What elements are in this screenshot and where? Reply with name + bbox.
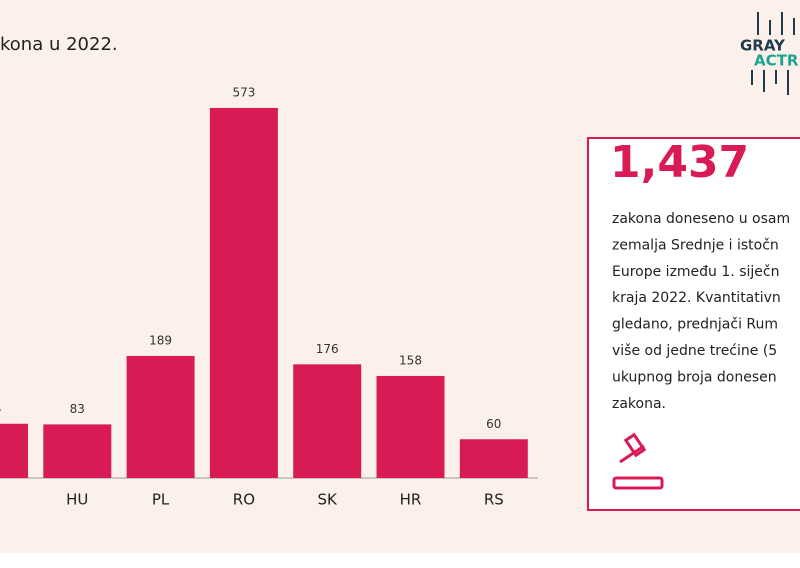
info-panel [587,137,800,511]
value-label: 176 [316,342,339,356]
panel-text: ukupnog broja donesen [612,369,777,385]
bar [126,355,195,478]
value-label: 60 [486,417,501,431]
panel-text: zakona. [612,396,666,412]
panel-text: kraja 2022. Kvantitativn [612,290,781,306]
value-label: 84 [0,401,2,415]
bar [0,423,28,478]
logo-bottom: ACTR [754,52,799,70]
panel-text: gledano, prednjači Rum [612,317,778,333]
panel-text: zemalja Srednje i istočn [612,237,779,253]
x-tick-label: RO [233,491,255,509]
panel-text: zakona doneseno u osam [612,211,790,227]
bar [459,439,528,478]
logo-lines [751,12,795,95]
total-number: 1,437 [610,137,749,188]
value-label: 573 [232,85,255,99]
bar [293,364,362,478]
value-label: 189 [149,333,172,347]
bar [43,424,112,478]
panel-text: Europe između 1. siječn [612,264,779,280]
x-tick-label: RS [484,491,504,509]
x-tick-label: HU [66,491,88,509]
chart-title: kona u 2022. [0,34,118,55]
x-tick-label: HR [400,491,422,509]
bar [209,107,278,478]
panel-text: više od jedne trećine (5 [612,343,777,359]
logo-top: GRAY [740,37,786,55]
x-tick-label: PL [152,491,170,509]
logo: GRAY ACTR [740,12,799,95]
gavel-icon [612,432,664,490]
x-tick-label: SK [318,491,339,509]
value-label: 158 [399,353,422,367]
bar [376,375,445,478]
value-label: 83 [70,402,85,416]
